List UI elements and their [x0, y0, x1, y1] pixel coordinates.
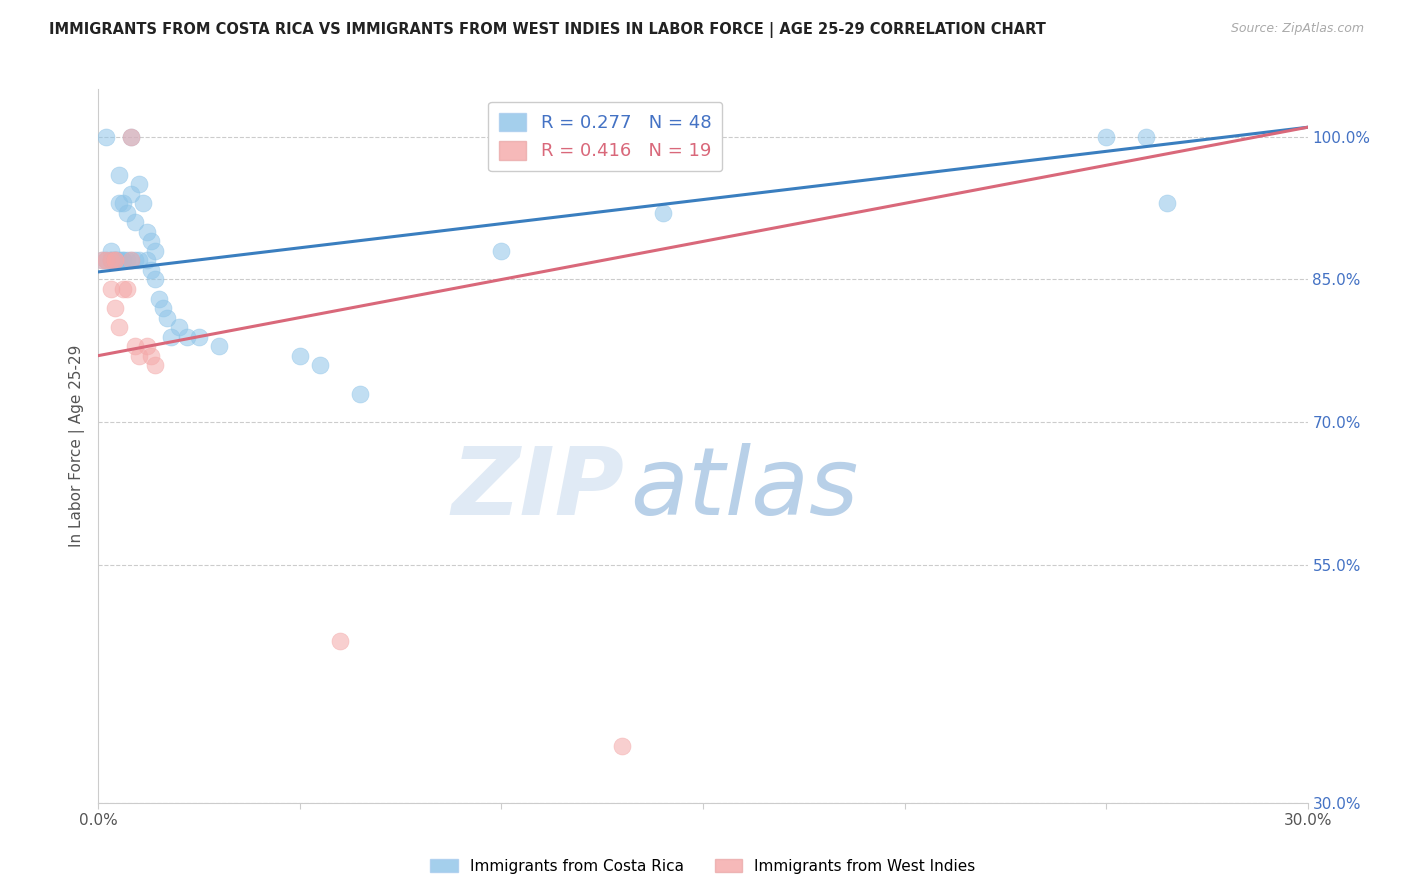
Point — [111, 253, 134, 268]
Point — [124, 253, 146, 268]
Point — [156, 310, 179, 325]
Point — [208, 339, 231, 353]
Point — [111, 253, 134, 268]
Point — [107, 320, 129, 334]
Point — [139, 235, 162, 249]
Text: IMMIGRANTS FROM COSTA RICA VS IMMIGRANTS FROM WEST INDIES IN LABOR FORCE | AGE 2: IMMIGRANTS FROM COSTA RICA VS IMMIGRANTS… — [49, 22, 1046, 38]
Point — [651, 206, 673, 220]
Point — [120, 186, 142, 201]
Point — [100, 253, 122, 268]
Point — [135, 225, 157, 239]
Point — [107, 253, 129, 268]
Point — [96, 253, 118, 268]
Point — [115, 282, 138, 296]
Point — [100, 253, 122, 268]
Point — [188, 329, 211, 343]
Point — [96, 253, 118, 268]
Legend: R = 0.277   N = 48, R = 0.416   N = 19: R = 0.277 N = 48, R = 0.416 N = 19 — [488, 102, 723, 171]
Point — [143, 244, 166, 258]
Legend: Immigrants from Costa Rica, Immigrants from West Indies: Immigrants from Costa Rica, Immigrants f… — [425, 853, 981, 880]
Point — [128, 253, 150, 268]
Point — [103, 253, 125, 268]
Text: ZIP: ZIP — [451, 442, 624, 535]
Point — [107, 253, 129, 268]
Point — [349, 386, 371, 401]
Point — [103, 253, 125, 268]
Point — [100, 253, 122, 268]
Point — [91, 253, 114, 268]
Point — [160, 329, 183, 343]
Point — [107, 168, 129, 182]
Point — [115, 206, 138, 220]
Point — [176, 329, 198, 343]
Point — [103, 301, 125, 315]
Point — [91, 253, 114, 268]
Point — [96, 129, 118, 144]
Point — [1095, 129, 1118, 144]
Point — [100, 282, 122, 296]
Point — [120, 129, 142, 144]
Point — [167, 320, 190, 334]
Point — [100, 244, 122, 258]
Point — [148, 292, 170, 306]
Text: atlas: atlas — [630, 443, 859, 534]
Point — [612, 739, 634, 753]
Y-axis label: In Labor Force | Age 25-29: In Labor Force | Age 25-29 — [69, 345, 84, 547]
Point — [1156, 196, 1178, 211]
Point — [111, 196, 134, 211]
Text: Source: ZipAtlas.com: Source: ZipAtlas.com — [1230, 22, 1364, 36]
Point — [124, 339, 146, 353]
Point — [128, 349, 150, 363]
Point — [120, 253, 142, 268]
Point — [309, 358, 332, 372]
Point — [135, 253, 157, 268]
Point — [103, 253, 125, 268]
Point — [143, 358, 166, 372]
Point — [132, 196, 155, 211]
Point — [1135, 129, 1157, 144]
Point — [139, 263, 162, 277]
Point — [120, 253, 142, 268]
Point — [124, 215, 146, 229]
Point — [111, 282, 134, 296]
Point — [103, 253, 125, 268]
Point — [115, 253, 138, 268]
Point — [288, 349, 311, 363]
Point — [491, 244, 513, 258]
Point — [128, 178, 150, 192]
Point — [139, 349, 162, 363]
Point — [103, 253, 125, 268]
Point — [120, 129, 142, 144]
Point — [329, 634, 352, 648]
Point — [107, 196, 129, 211]
Point — [135, 339, 157, 353]
Point — [143, 272, 166, 286]
Point — [152, 301, 174, 315]
